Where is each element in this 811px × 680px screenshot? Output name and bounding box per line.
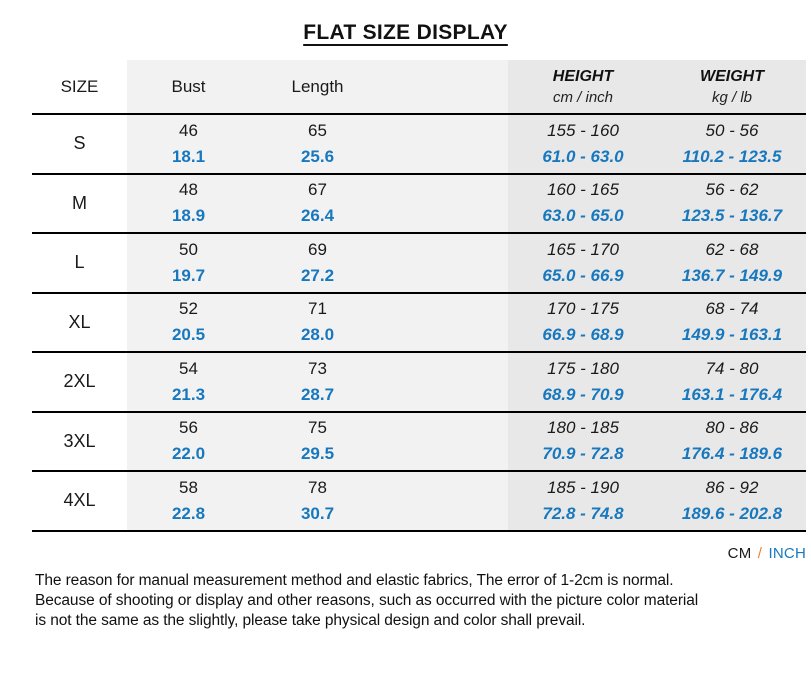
length-cell: 67 26.4 <box>250 174 385 232</box>
size-table: SIZE Bust Length HEIGHT cm / inch WEIGHT… <box>32 60 806 532</box>
table-row-xl: XL 52 20.5 71 28.0 170 - 175 66.9 - 68.9 68… <box>32 293 806 353</box>
size-chart-page: FLAT SIZE DISPLAY SIZE Bust Length HEIGH… <box>0 21 811 680</box>
bust-cell: 56 22.0 <box>127 412 250 470</box>
spacer-cell <box>385 234 508 292</box>
weight-cell: 86 - 92 189.6 - 202.8 <box>658 472 806 530</box>
spacer-cell <box>385 472 508 530</box>
col-header-length: Length <box>250 60 385 113</box>
height-cell: 180 - 185 70.9 - 72.8 <box>508 412 658 470</box>
spacer-cell <box>385 412 508 470</box>
col-header-height: HEIGHT cm / inch <box>508 60 658 113</box>
spacer-cell <box>385 353 508 411</box>
size-cell: 3XL <box>63 430 96 451</box>
spacer-cell <box>385 293 508 351</box>
footnote: The reason for manual measurement method… <box>35 571 811 631</box>
weight-cell: 50 - 56 110.2 - 123.5 <box>658 115 806 173</box>
height-cell: 175 - 180 68.9 - 70.9 <box>508 353 658 411</box>
height-cell: 160 - 165 63.0 - 65.0 <box>508 174 658 232</box>
bust-cell: 50 19.7 <box>127 234 250 292</box>
length-cell: 78 30.7 <box>250 472 385 530</box>
bust-cell: 58 22.8 <box>127 472 250 530</box>
col-header-size: SIZE <box>60 76 99 96</box>
bust-cell: 54 21.3 <box>127 353 250 411</box>
size-cell: L <box>74 252 85 273</box>
footnote-line-3: is not the same as the slightly, please … <box>35 611 586 629</box>
weight-cell: 68 - 74 149.9 - 163.1 <box>658 293 806 351</box>
page-title: FLAT SIZE DISPLAY <box>303 21 508 44</box>
unit-cm-label: CM <box>727 544 752 562</box>
length-cell: 71 28.0 <box>250 293 385 351</box>
unit-inch-label: INCH <box>768 544 806 562</box>
size-cell: 4XL <box>63 490 96 511</box>
footnote-line-1: The reason for manual measurement method… <box>35 571 674 589</box>
weight-cell: 74 - 80 163.1 - 176.4 <box>658 353 806 411</box>
table-row-3xl: 3XL 56 22.0 75 29.5 180 - 185 70.9 - 72.8 8… <box>32 412 806 472</box>
weight-cell: 62 - 68 136.7 - 149.9 <box>658 234 806 292</box>
bust-cell: 46 18.1 <box>127 115 250 173</box>
length-cell: 65 25.6 <box>250 115 385 173</box>
weight-cell: 80 - 86 176.4 - 189.6 <box>658 412 806 470</box>
unit-legend: CM / INCH <box>32 545 806 562</box>
footnote-line-2: Because of shooting or display and other… <box>35 591 699 609</box>
table-row-m: M 48 18.9 67 26.4 160 - 165 63.0 - 65.0 56 … <box>32 174 806 234</box>
length-cell: 69 27.2 <box>250 234 385 292</box>
table-row-2xl: 2XL 54 21.3 73 28.7 175 - 180 68.9 - 70.9 7… <box>32 353 806 413</box>
weight-cell: 56 - 62 123.5 - 136.7 <box>658 174 806 232</box>
bust-cell: 52 20.5 <box>127 293 250 351</box>
size-cell: XL <box>68 311 91 332</box>
size-cell: M <box>72 192 87 213</box>
table-row-l: L 50 19.7 69 27.2 165 - 170 65.0 - 66.9 62 … <box>32 234 806 294</box>
spacer-cell <box>385 115 508 173</box>
length-cell: 75 29.5 <box>250 412 385 470</box>
table-row-s: S 46 18.1 65 25.6 155 - 160 61.0 - 63.0 50 … <box>32 115 806 175</box>
size-cell: S <box>73 133 86 154</box>
length-cell: 73 28.7 <box>250 353 385 411</box>
height-cell: 170 - 175 66.9 - 68.9 <box>508 293 658 351</box>
size-cell: 2XL <box>63 371 96 392</box>
height-cell: 185 - 190 72.8 - 74.8 <box>508 472 658 530</box>
height-cell: 165 - 170 65.0 - 66.9 <box>508 234 658 292</box>
height-cell: 155 - 160 61.0 - 63.0 <box>508 115 658 173</box>
col-header-weight: WEIGHT kg / lb <box>658 60 806 113</box>
table-row-4xl: 4XL 58 22.8 78 30.7 185 - 190 72.8 - 74.8 8… <box>32 472 806 532</box>
col-header-spacer <box>385 60 508 113</box>
col-header-bust: Bust <box>127 60 250 113</box>
table-header-row: SIZE Bust Length HEIGHT cm / inch WEIGHT… <box>32 60 806 115</box>
bust-cell: 48 18.9 <box>127 174 250 232</box>
unit-separator: / <box>757 544 763 562</box>
spacer-cell <box>385 174 508 232</box>
